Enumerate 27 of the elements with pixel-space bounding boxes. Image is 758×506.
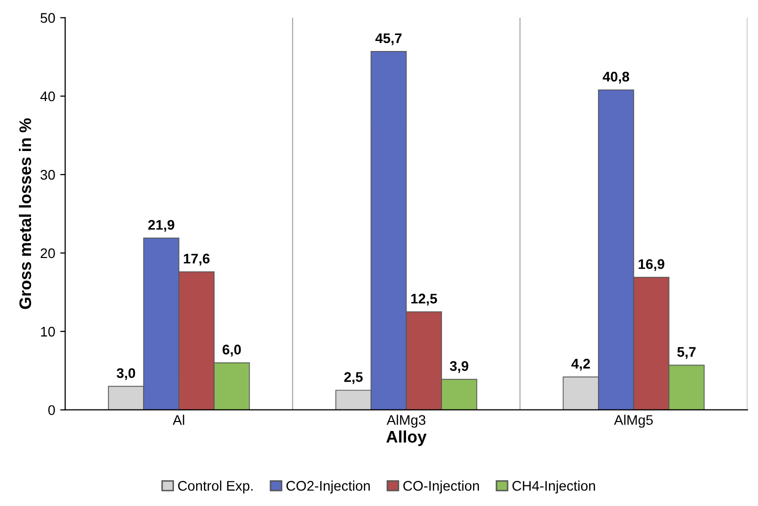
x-tick-label: Al	[172, 414, 184, 425]
data-label: 4,2	[571, 358, 590, 371]
legend-label: CO-Injection	[403, 480, 479, 494]
y-tick-label: 50	[40, 13, 55, 23]
data-label: 21,9	[148, 220, 174, 232]
data-label: 2,5	[344, 372, 363, 384]
y-axis-title: Gross metal losses in %	[18, 118, 32, 309]
y-tick-label: 10	[41, 326, 55, 337]
x-tick-label: AlMg3	[386, 414, 426, 428]
y-tick-label: 0	[48, 405, 55, 416]
data-label: 5,7	[677, 347, 696, 359]
x-axis-title: Alloy	[386, 430, 427, 446]
data-label: 12,5	[411, 294, 438, 306]
data-label: 45,7	[375, 33, 402, 46]
data-label: 3,9	[450, 361, 468, 373]
y-tick-label: 20	[40, 248, 55, 258]
data-label: 3,0	[116, 368, 136, 380]
data-label: 16,9	[638, 259, 664, 272]
y-tick-label: 30	[40, 170, 55, 180]
data-label: 17,6	[184, 254, 210, 266]
legend-label: Control Exp.	[178, 480, 253, 494]
data-label: 40,8	[602, 72, 630, 84]
x-tick-label: AlMg5	[614, 414, 653, 428]
legend-label: CH4-Injection	[512, 480, 595, 494]
data-label: 6,0	[222, 344, 241, 357]
legend-label: CO2-Injection	[286, 480, 370, 494]
y-tick-label: 40	[40, 91, 55, 102]
